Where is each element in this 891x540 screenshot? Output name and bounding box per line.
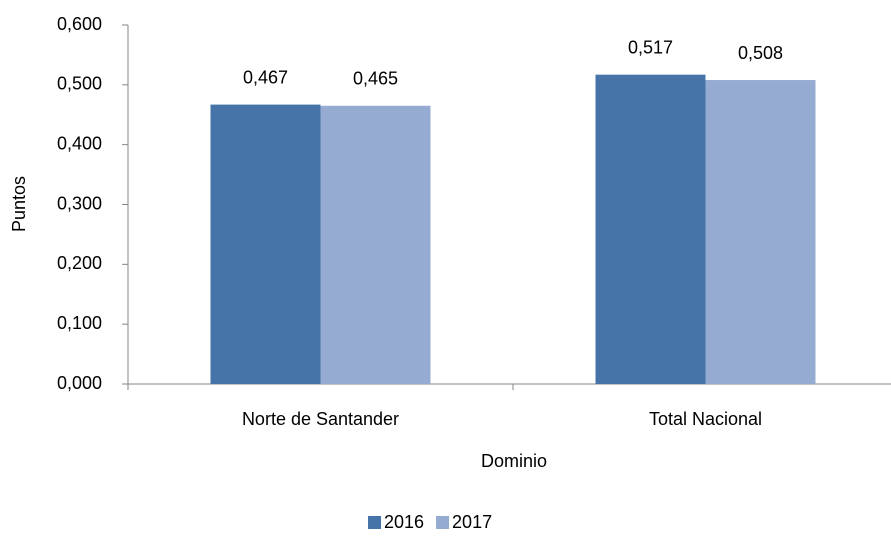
legend-swatch (436, 516, 450, 529)
bar (210, 104, 321, 384)
x-tick-label: Norte de Santander (242, 409, 399, 429)
bar (320, 105, 431, 385)
x-axis-label: Dominio (481, 451, 547, 471)
value-label: 0,465 (353, 69, 398, 89)
value-label: 0,508 (738, 43, 783, 63)
y-tick-label: 0,100 (57, 313, 102, 333)
y-tick-label: 0,500 (57, 74, 102, 94)
y-tick-label: 0,300 (57, 193, 102, 213)
y-tick-label: 0,400 (57, 133, 102, 153)
bar (595, 74, 706, 384)
y-tick-label: 0,600 (57, 14, 102, 34)
legend-swatch (368, 516, 381, 529)
value-label: 0,517 (628, 37, 673, 57)
x-tick-label: Total Nacional (649, 409, 762, 429)
value-label: 0,467 (243, 67, 288, 87)
y-tick-label: 0,200 (57, 253, 102, 273)
y-axis-label: Puntos (9, 176, 29, 232)
bar (705, 80, 816, 385)
y-tick-label: 0,000 (57, 373, 102, 393)
legend-label: 2017 (452, 512, 492, 532)
legend-label: 2016 (384, 512, 424, 532)
